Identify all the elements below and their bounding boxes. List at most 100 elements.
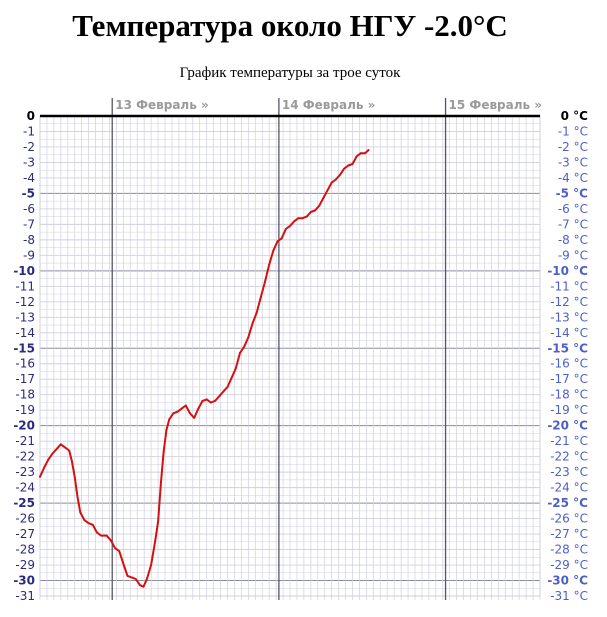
- temperature-point: [168, 418, 171, 421]
- temperature-point: [76, 496, 79, 498]
- left-tick-label: -15: [13, 341, 35, 355]
- temperature-point: [264, 280, 266, 283]
- left-tick-label: -3: [23, 155, 35, 169]
- left-tick-label: -11: [15, 279, 35, 293]
- right-tick-label: -27 °C: [550, 527, 588, 541]
- temperature-point: [197, 407, 200, 410]
- temperature-point: [87, 522, 90, 525]
- right-tick-label: -22 °C: [550, 450, 588, 464]
- temperature-point: [122, 562, 125, 565]
- temperature-point: [73, 475, 76, 478]
- temperature-point: [272, 249, 275, 252]
- left-tick-label: -7: [23, 217, 35, 231]
- temperature-point: [68, 449, 71, 452]
- temperature-point: [64, 446, 66, 449]
- left-axis-labels: 0-1 -2-3 -4-5 -6-7 -8-9 -10-11 -12-13 -14-15 -16…: [13, 109, 35, 603]
- temperature-point: [105, 534, 108, 537]
- temperature-point: [201, 400, 204, 402]
- temperature-point: [114, 547, 116, 549]
- temperature-point: [251, 322, 254, 325]
- left-tick-label: -8: [23, 233, 35, 247]
- left-tick-label: -23: [15, 465, 35, 479]
- right-tick-label: -17 °C: [550, 372, 588, 386]
- right-tick-label: -15 °C: [547, 341, 588, 355]
- temperature-point: [239, 352, 241, 354]
- right-tick-label: -12 °C: [550, 295, 588, 309]
- series-layer: [39, 149, 370, 588]
- temperature-point: [39, 475, 41, 478]
- temperature-point: [109, 539, 112, 542]
- temperature-point: [218, 395, 221, 398]
- left-tick-label: -29: [15, 558, 35, 572]
- right-tick-label: -4 °C: [558, 171, 588, 185]
- right-tick-label: -2 °C: [558, 140, 588, 154]
- temperature-point: [314, 209, 316, 212]
- temperature-point: [139, 584, 141, 587]
- left-tick-label: -24: [15, 481, 35, 495]
- right-tick-label: -3 °C: [558, 155, 588, 169]
- temperature-point: [83, 519, 86, 522]
- temperature-point: [157, 520, 159, 523]
- temperature-point: [243, 345, 246, 348]
- temperature-point: [339, 173, 341, 176]
- left-tick-label: -26: [15, 512, 35, 526]
- right-tick-label: -30 °C: [547, 574, 588, 588]
- temperature-point: [172, 412, 175, 415]
- left-tick-label: -19: [15, 403, 35, 417]
- temperature-point: [276, 240, 279, 243]
- temperature-point: [189, 412, 191, 415]
- temperature-point: [222, 390, 225, 393]
- left-tick-label: -12: [15, 295, 35, 309]
- right-axis-labels: 0 °C-1 °C -2 °C-3 °C -4 °C-5 °C -6 °C-7 °C -…: [547, 109, 588, 603]
- temperature-point: [226, 386, 229, 388]
- temperature-point: [142, 585, 145, 588]
- temperature-point: [347, 164, 350, 167]
- left-tick-label: -14: [15, 326, 35, 340]
- left-tick-label: -18: [15, 388, 35, 402]
- left-tick-label: -30: [13, 574, 35, 588]
- right-tick-label: -25 °C: [547, 496, 588, 510]
- temperature-point: [318, 204, 321, 207]
- right-tick-label: -20 °C: [547, 419, 588, 433]
- day-label: 13 Февраль »: [115, 98, 209, 112]
- left-tick-label: -27: [15, 527, 35, 541]
- right-tick-label: -21 °C: [550, 434, 588, 448]
- right-tick-label: -9 °C: [558, 248, 588, 262]
- temperature-point: [301, 217, 304, 220]
- temperature-point: [79, 511, 82, 514]
- temperature-point: [289, 225, 291, 227]
- chart-subtitle: График температуры за трое суток: [179, 65, 401, 81]
- temperature-point: [230, 376, 233, 379]
- temperature-point: [165, 429, 168, 432]
- temperature-point: [247, 336, 250, 339]
- right-tick-label: -24 °C: [550, 481, 588, 495]
- right-tick-label: -18 °C: [550, 388, 588, 402]
- temperature-point: [364, 152, 366, 155]
- left-tick-label: -1: [23, 124, 35, 138]
- right-tick-label: -8 °C: [558, 233, 588, 247]
- temperature-point: [367, 149, 370, 151]
- temperature-point: [355, 155, 358, 158]
- temperature-point: [159, 483, 162, 486]
- right-tick-label: -14 °C: [550, 326, 588, 340]
- temperature-point: [326, 189, 329, 192]
- temperature-point: [193, 417, 196, 419]
- right-tick-label: -16 °C: [550, 357, 588, 371]
- right-tick-label: -5 °C: [556, 186, 589, 200]
- temperature-point: [343, 167, 346, 170]
- temperature-point: [184, 404, 187, 407]
- right-tick-label: -7 °C: [558, 217, 588, 231]
- left-tick-label: -22: [15, 450, 35, 464]
- temperature-point: [359, 152, 362, 155]
- temperature-point: [305, 215, 308, 218]
- temperature-point: [150, 564, 153, 566]
- left-tick-label: -5: [22, 186, 35, 200]
- chart-grid: [39, 115, 541, 600]
- left-tick-label: -13: [15, 310, 35, 324]
- left-tick-label: -21: [15, 434, 35, 448]
- left-tick-label: -16: [15, 357, 35, 371]
- temperature-point: [96, 531, 98, 534]
- right-tick-label: -1 °C: [558, 124, 588, 138]
- temperature-point: [293, 220, 296, 223]
- right-tick-label: -26 °C: [550, 512, 588, 526]
